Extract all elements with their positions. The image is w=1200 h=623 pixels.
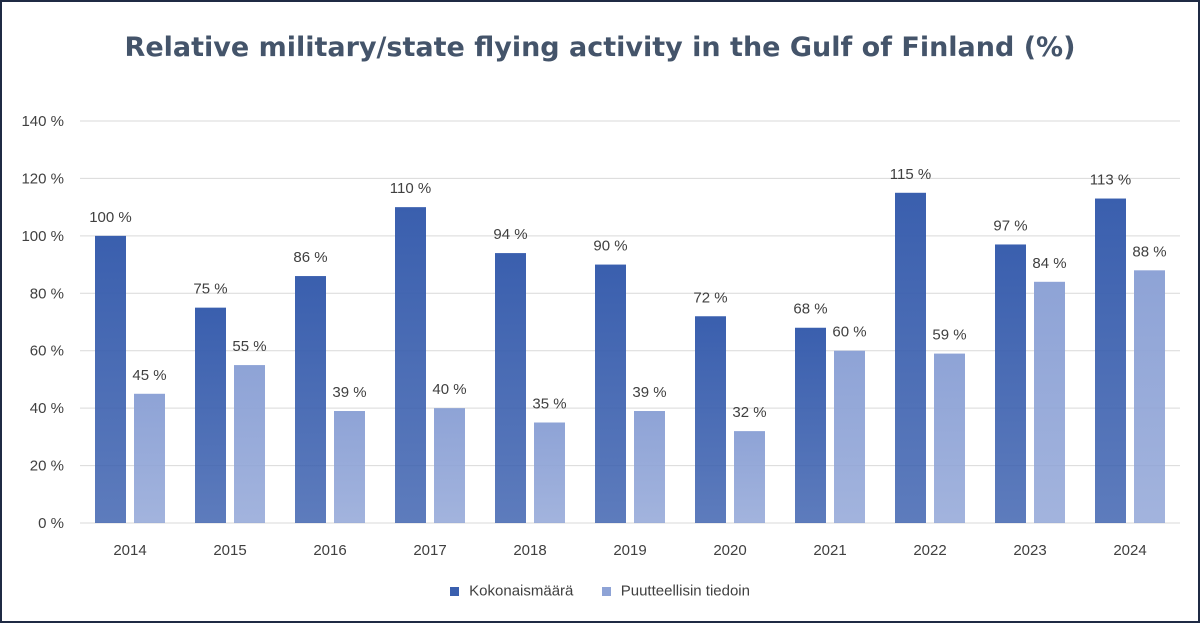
bar bbox=[1095, 198, 1126, 523]
legend-swatch-series-2 bbox=[601, 586, 611, 596]
data-label: 110 % bbox=[390, 180, 431, 197]
y-tick-label: 140 % bbox=[21, 113, 64, 130]
y-tick-label: 120 % bbox=[21, 170, 64, 187]
bar bbox=[995, 244, 1026, 523]
x-tick-label: 2024 bbox=[1113, 542, 1146, 559]
bar bbox=[95, 235, 126, 523]
bar bbox=[795, 327, 826, 523]
data-label: 59 % bbox=[932, 327, 966, 344]
data-label: 72 % bbox=[693, 289, 727, 306]
bar bbox=[895, 192, 926, 524]
chart-title: Relative military/state flying activity … bbox=[124, 32, 1076, 63]
data-label: 88 % bbox=[1132, 243, 1166, 260]
x-tick-label: 2020 bbox=[713, 542, 746, 559]
data-label: 75 % bbox=[193, 281, 227, 298]
data-label: 40 % bbox=[432, 381, 466, 398]
bar bbox=[334, 411, 365, 523]
bar bbox=[934, 353, 965, 523]
data-label: 55 % bbox=[232, 338, 266, 355]
bar bbox=[534, 422, 565, 523]
x-tick-label: 2019 bbox=[613, 542, 646, 559]
bar bbox=[1134, 270, 1165, 523]
y-tick-label: 40 % bbox=[30, 400, 64, 417]
legend-swatch-series-1 bbox=[449, 586, 459, 596]
bar bbox=[295, 276, 326, 523]
x-tick-label: 2016 bbox=[313, 542, 346, 559]
y-tick-label: 20 % bbox=[30, 458, 64, 475]
y-tick-label: 100 % bbox=[21, 228, 64, 245]
data-label: 100 % bbox=[89, 209, 132, 226]
bar bbox=[234, 365, 265, 523]
bar bbox=[634, 411, 665, 523]
data-label: 113 % bbox=[1090, 172, 1131, 189]
bar bbox=[195, 307, 226, 523]
chart-legend: Kokonaismäärä Puutteellisin tiedoin bbox=[2, 582, 1198, 600]
bar bbox=[395, 207, 426, 523]
x-tick-label: 2023 bbox=[1013, 542, 1046, 559]
x-tick-label: 2018 bbox=[513, 542, 546, 559]
bar bbox=[1034, 281, 1065, 523]
data-label: 68 % bbox=[793, 301, 827, 318]
y-tick-label: 0 % bbox=[38, 515, 64, 532]
data-label: 60 % bbox=[832, 324, 866, 341]
data-label: 97 % bbox=[993, 217, 1027, 234]
data-label: 39 % bbox=[632, 384, 666, 401]
data-label: 39 % bbox=[332, 384, 366, 401]
bar bbox=[834, 350, 865, 523]
legend-label-series-2: Puutteellisin tiedoin bbox=[620, 582, 750, 600]
data-label: 35 % bbox=[532, 396, 566, 413]
x-tick-label: 2014 bbox=[113, 542, 146, 559]
bar bbox=[134, 393, 165, 523]
bar bbox=[434, 408, 465, 523]
data-label: 115 % bbox=[890, 166, 931, 183]
legend-label-series-1: Kokonaismäärä bbox=[469, 582, 574, 600]
data-label: 90 % bbox=[593, 238, 627, 255]
x-tick-label: 2021 bbox=[813, 542, 846, 559]
data-label: 32 % bbox=[732, 404, 766, 421]
bar bbox=[695, 316, 726, 523]
bar bbox=[495, 253, 526, 524]
data-label: 86 % bbox=[293, 249, 327, 266]
x-tick-label: 2015 bbox=[213, 542, 246, 559]
data-label: 45 % bbox=[132, 367, 166, 384]
data-label: 84 % bbox=[1032, 255, 1066, 272]
legend-item-series-1: Kokonaismäärä bbox=[449, 582, 574, 600]
bar bbox=[595, 264, 626, 523]
y-tick-label: 80 % bbox=[30, 285, 64, 302]
bar bbox=[734, 431, 765, 523]
data-label: 94 % bbox=[493, 226, 527, 243]
x-tick-label: 2017 bbox=[413, 542, 446, 559]
y-tick-label: 60 % bbox=[30, 343, 64, 360]
x-tick-label: 2022 bbox=[913, 542, 946, 559]
legend-item-series-2: Puutteellisin tiedoin bbox=[601, 582, 750, 600]
